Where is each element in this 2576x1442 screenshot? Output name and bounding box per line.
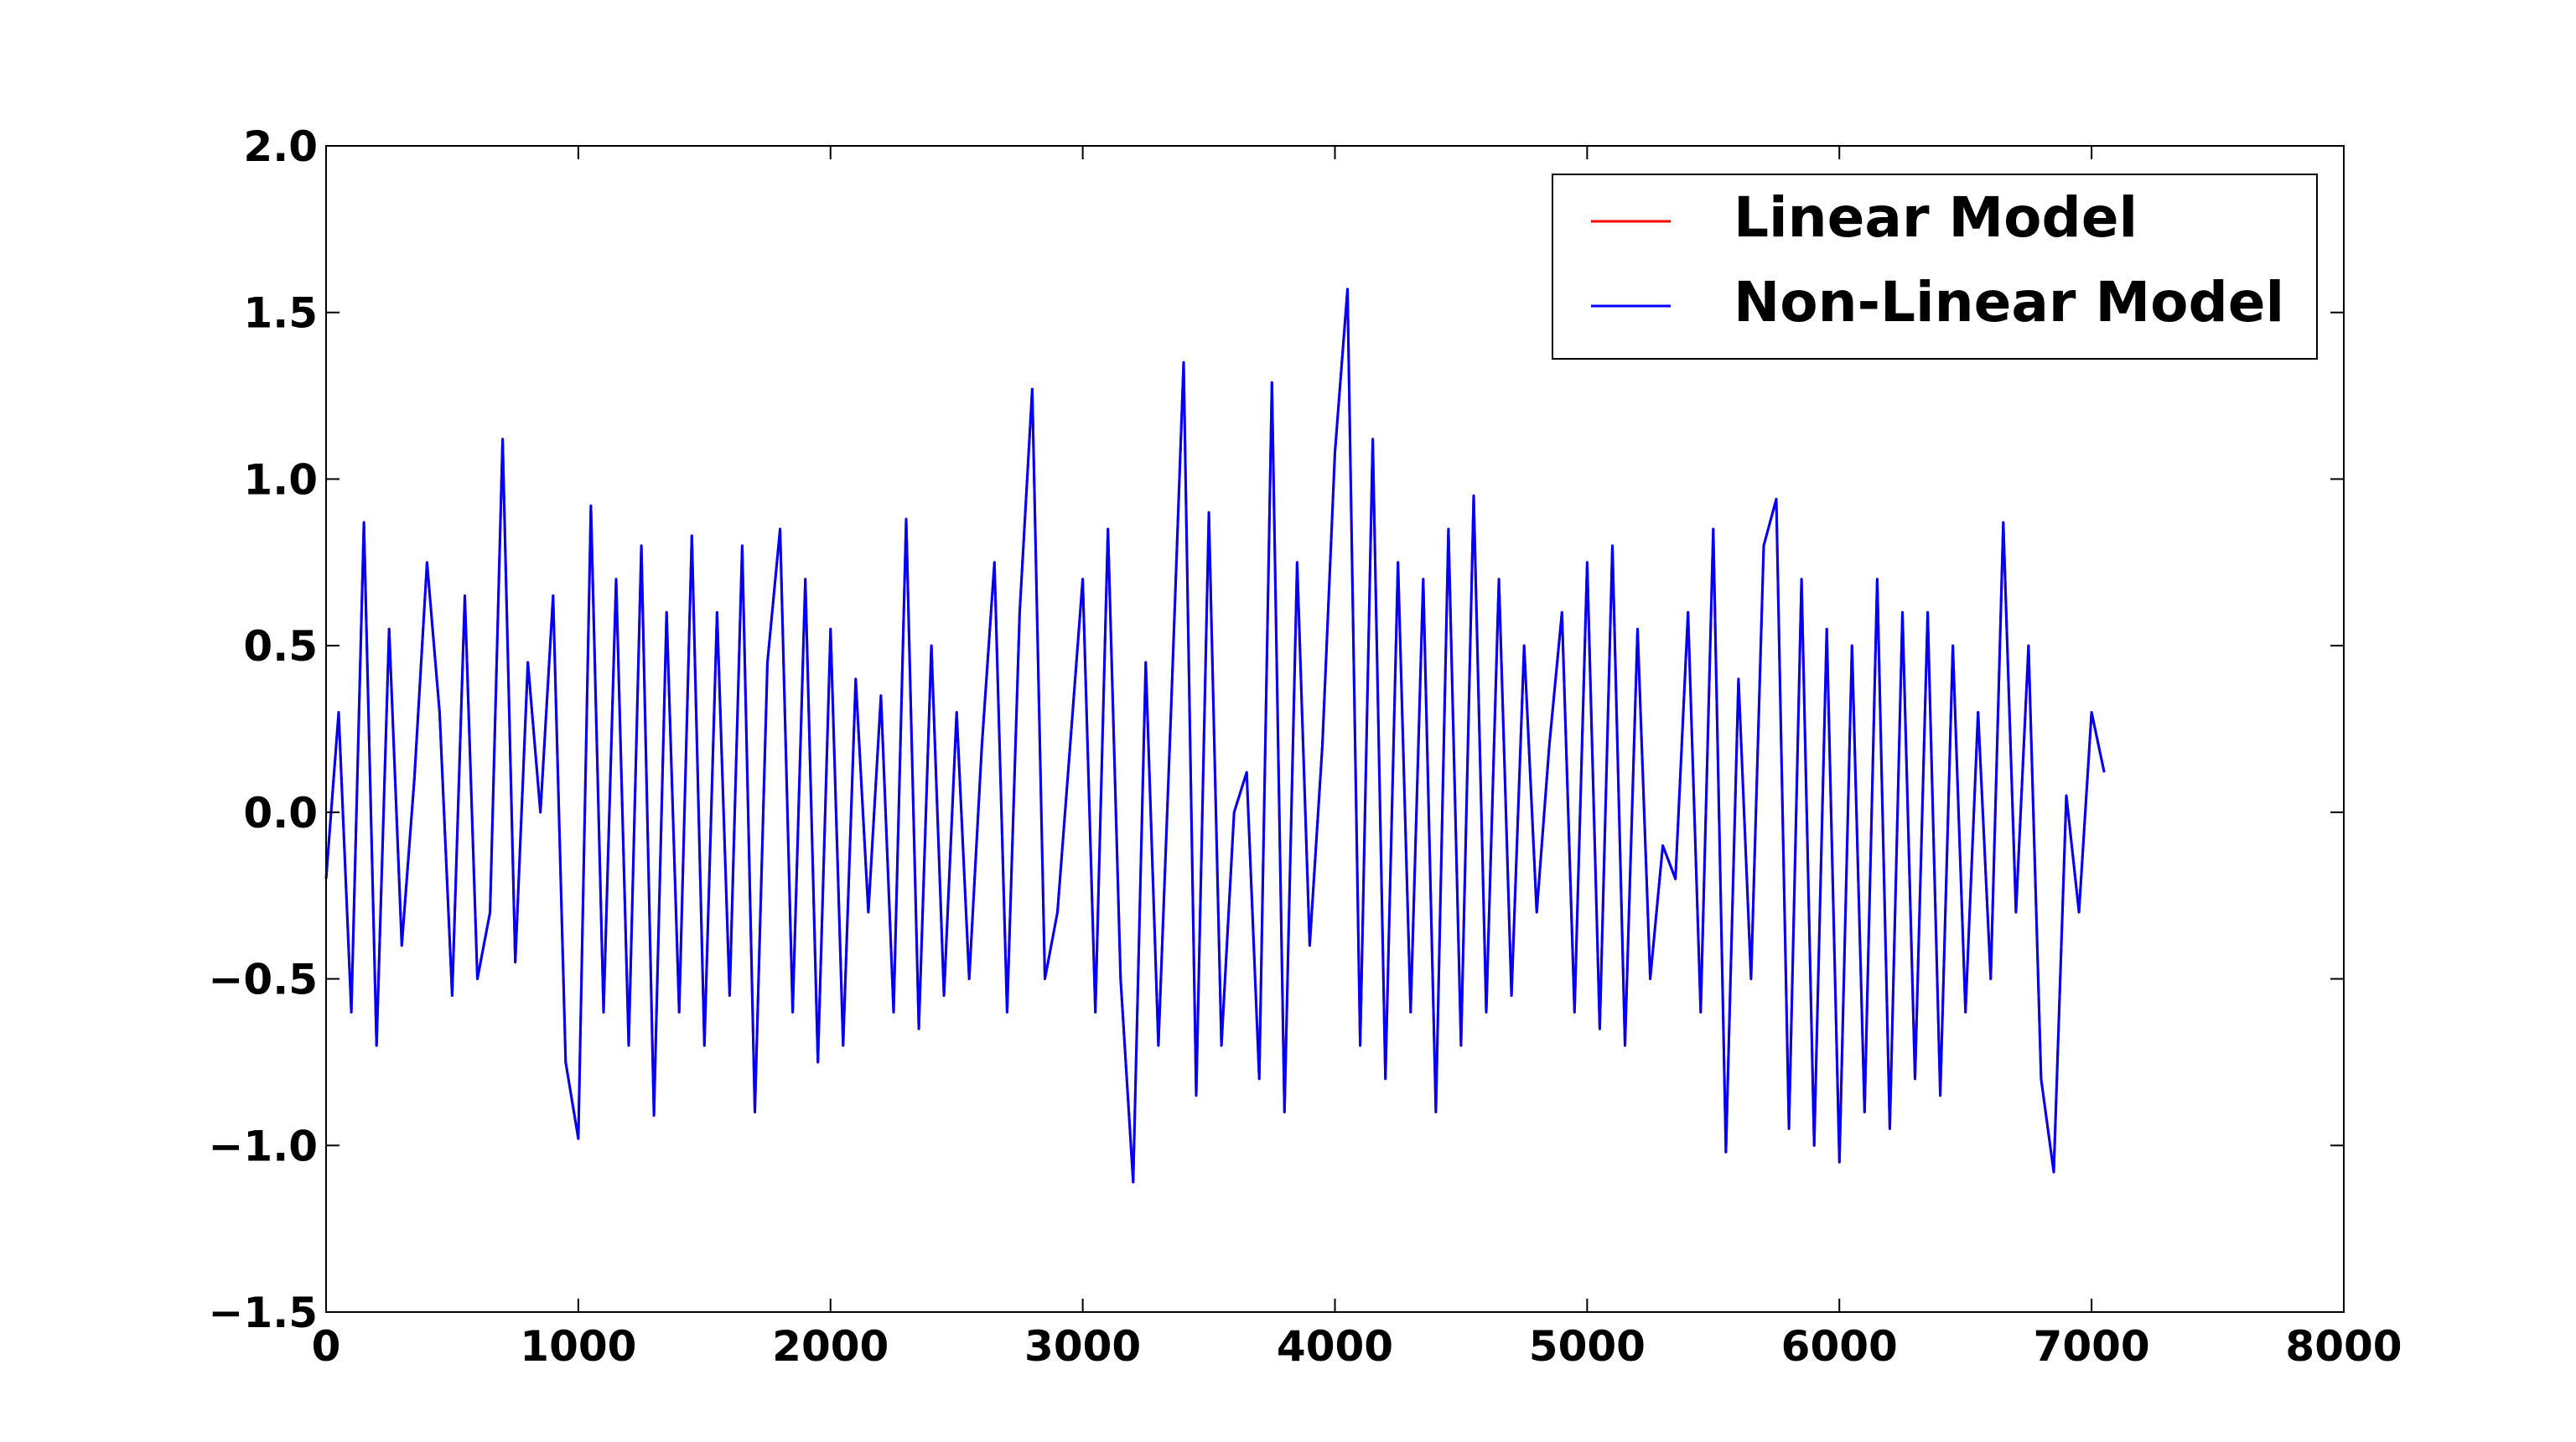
x-tick-label: 5000 bbox=[1529, 1322, 1646, 1371]
x-tick-label: 3000 bbox=[1024, 1322, 1141, 1371]
series-line bbox=[324, 288, 2106, 1184]
x-tick-label: 7000 bbox=[2034, 1322, 2150, 1371]
x-tick-label: 1000 bbox=[520, 1322, 636, 1371]
legend-label: Linear Model bbox=[1734, 185, 2138, 250]
legend-box bbox=[1552, 174, 2318, 360]
legend-label: Non-Linear Model bbox=[1734, 270, 2284, 335]
x-tick-label: 8000 bbox=[2285, 1322, 2402, 1371]
y-tick-label: 0.0 bbox=[243, 789, 318, 838]
y-tick-label: −1.0 bbox=[209, 1122, 318, 1170]
y-tick-label: 1.5 bbox=[243, 289, 318, 338]
x-tick-label: 0 bbox=[312, 1322, 341, 1371]
y-tick-label: 2.0 bbox=[243, 122, 318, 171]
y-tick-label: 0.5 bbox=[243, 622, 318, 671]
y-tick-label: −1.5 bbox=[209, 1289, 318, 1337]
y-tick-label: 1.0 bbox=[243, 455, 318, 504]
y-tick-label: −0.5 bbox=[209, 956, 318, 1004]
x-tick-label: 6000 bbox=[1781, 1322, 1898, 1371]
x-tick-label: 4000 bbox=[1277, 1322, 1393, 1371]
x-tick-label: 2000 bbox=[772, 1322, 889, 1371]
